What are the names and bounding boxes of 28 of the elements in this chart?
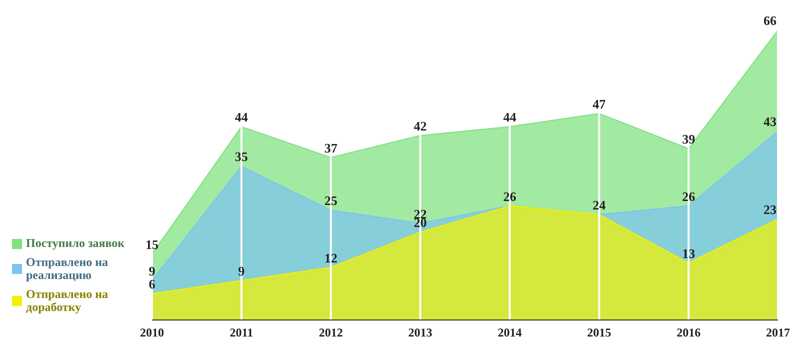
- data-label: 44: [234, 110, 248, 125]
- data-label: 39: [682, 132, 696, 147]
- x-tick-label: 2010: [140, 326, 164, 340]
- legend-label: Отправлено на доработку: [26, 287, 108, 314]
- data-label: 24: [592, 198, 606, 213]
- data-label: 43: [764, 114, 777, 130]
- data-label: 44: [503, 110, 517, 125]
- data-label: 15: [146, 237, 159, 252]
- legend-label: Поступило заявок: [26, 236, 125, 250]
- data-label: 25: [324, 193, 338, 208]
- data-label: 26: [503, 188, 517, 204]
- data-label: 66: [764, 13, 777, 28]
- legend-label: Отправлено на реализацию: [26, 255, 108, 282]
- x-tick-label: 2011: [230, 326, 254, 340]
- x-tick-label: 2012: [318, 326, 343, 340]
- data-label: 35: [234, 149, 248, 164]
- data-label: 37: [324, 140, 338, 156]
- x-tick-label: 2016: [676, 326, 701, 340]
- x-tick-label: 2013: [408, 326, 432, 340]
- data-label: 47: [592, 96, 606, 112]
- data-label: 26: [682, 188, 696, 204]
- x-tick-label: 2015: [587, 326, 612, 340]
- data-label: 42: [414, 118, 427, 134]
- data-label: 6: [148, 276, 156, 292]
- x-tick-label: 2014: [498, 326, 522, 340]
- x-tick-label: 2017: [766, 326, 790, 340]
- data-label: 23: [764, 202, 777, 217]
- data-label: 9: [148, 263, 156, 278]
